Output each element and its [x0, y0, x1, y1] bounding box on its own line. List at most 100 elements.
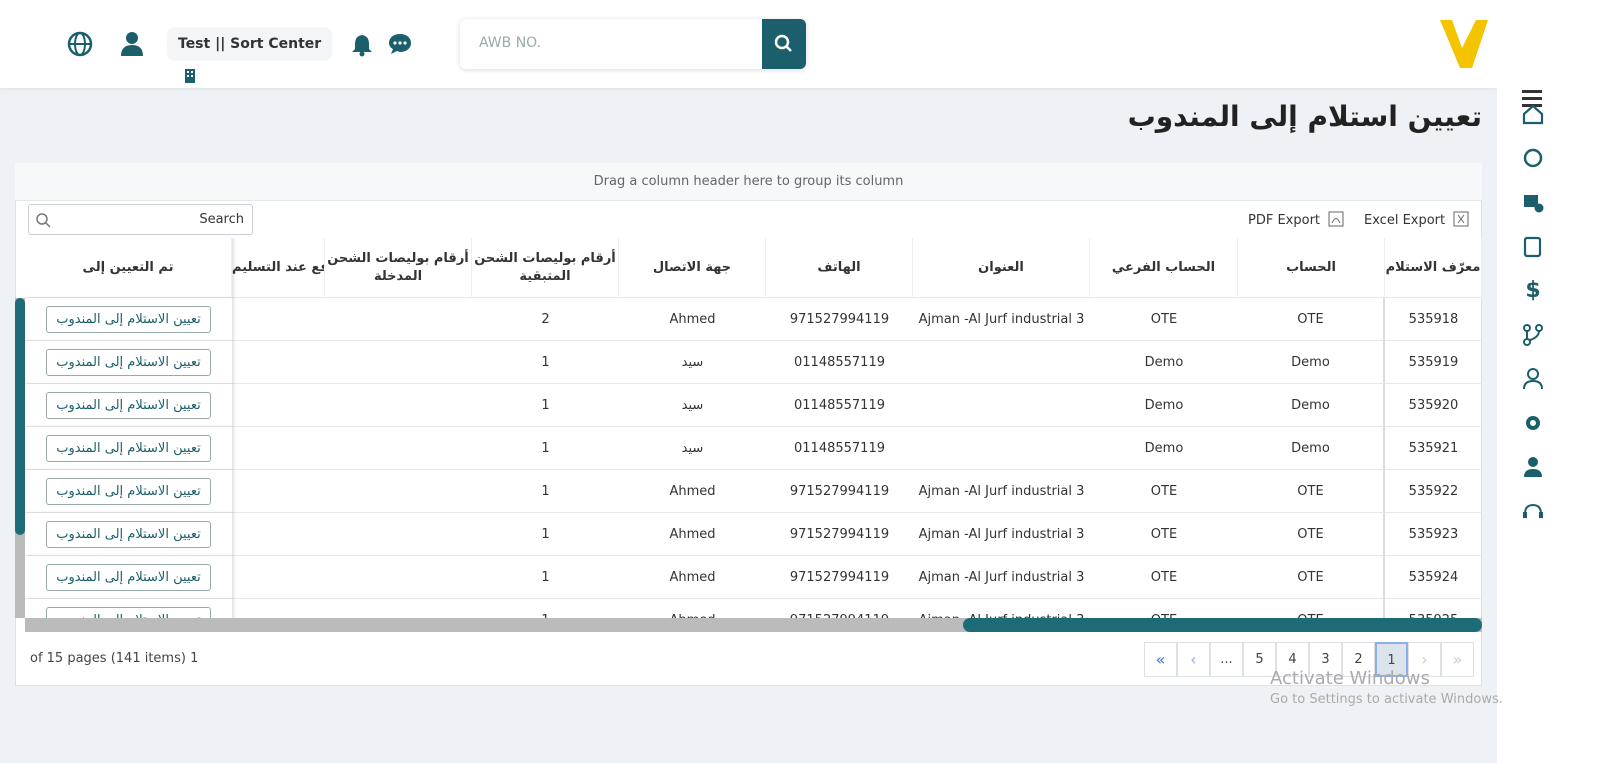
top-bar: Test || Sort Center AWB NO. — [0, 0, 1497, 88]
table-cell — [232, 427, 325, 470]
pdf-export[interactable]: PDF Export — [1248, 211, 1344, 228]
user-pill[interactable]: Test || Sort Center — [167, 27, 332, 83]
table-cell: 535919 — [1385, 341, 1482, 384]
action-cell: تعيين الاستلام إلى المندوب — [25, 513, 232, 556]
group-panel: Drag a column header here to group its c… — [15, 163, 1482, 201]
table-cell: 535921 — [1385, 427, 1482, 470]
table-cell: 1 — [472, 513, 619, 556]
column-header[interactable]: تم التعيين إلى — [25, 238, 232, 298]
table-cell: Ajman -Al Jurf industrial 3 — [913, 470, 1090, 513]
table-cell: 01148557119 — [766, 384, 913, 427]
awb-placeholder: AWB NO. — [479, 35, 542, 51]
table-cell: Ajman -Al Jurf industrial 3 — [913, 298, 1090, 341]
table-cell — [913, 427, 1090, 470]
action-cell: تعيين الاستلام إلى المندوب — [25, 427, 232, 470]
table-cell: 535925 — [1385, 599, 1482, 619]
table-cell: 535922 — [1385, 470, 1482, 513]
table-cell: 1 — [472, 556, 619, 599]
assign-button[interactable]: تعيين الاستلام إلى المندوب — [46, 606, 211, 618]
table-cell — [913, 341, 1090, 384]
assign-button[interactable]: تعيين الاستلام إلى المندوب — [46, 348, 211, 376]
page-number[interactable]: 3 — [1309, 642, 1342, 677]
next-page[interactable]: › — [1408, 642, 1441, 677]
building-icon — [185, 69, 195, 83]
table-cell: OTE — [1238, 470, 1385, 513]
column-header[interactable]: الحساب — [1238, 238, 1385, 298]
notification-icon[interactable] — [351, 33, 373, 57]
column-header[interactable]: العنوان — [913, 238, 1090, 298]
table-cell: OTE — [1238, 298, 1385, 341]
first-page[interactable]: « — [1144, 642, 1177, 677]
page-number[interactable]: 5 — [1243, 642, 1276, 677]
column-header[interactable]: معرّف الاستلام — [1385, 238, 1482, 298]
chat-icon[interactable] — [388, 33, 412, 55]
excel-icon — [1453, 211, 1469, 227]
table-cell: Ajman -Al Jurf industrial 3 — [913, 513, 1090, 556]
table-cell: 2 — [472, 298, 619, 341]
table-cell: Ajman -Al Jurf industrial 3 — [913, 599, 1090, 619]
language-icon[interactable] — [66, 30, 94, 58]
assign-button[interactable]: تعيين الاستلام إلى المندوب — [46, 305, 211, 333]
search-button[interactable] — [762, 19, 806, 69]
table-cell — [232, 298, 325, 341]
table-cell: Ajman -Al Jurf industrial 3 — [913, 556, 1090, 599]
table-cell: 1 — [472, 427, 619, 470]
page-number[interactable]: 4 — [1276, 642, 1309, 677]
table-cell: OTE — [1238, 599, 1385, 618]
table-cell: Ahmed — [619, 298, 766, 341]
pager-summary: of 15 pages (141 items) 1 — [30, 651, 199, 666]
table-cell — [232, 341, 325, 384]
table-cell: Ahmed — [619, 513, 766, 556]
table-cell: OTE — [1090, 556, 1238, 599]
column-header[interactable]: الحساب الفرعي — [1090, 238, 1238, 298]
assign-button[interactable]: تعيين الاستلام إلى المندوب — [46, 563, 211, 591]
action-cell: تعيين الاستلام إلى المندوب — [25, 384, 232, 427]
table-cell: OTE — [1238, 556, 1385, 599]
last-page[interactable]: » — [1441, 642, 1474, 677]
column-header[interactable]: جهة الاتصال — [619, 238, 766, 298]
table-cell: 971527994119 — [766, 599, 913, 619]
column-header[interactable]: الهاتف — [766, 238, 913, 298]
assign-button[interactable]: تعيين الاستلام إلى المندوب — [46, 520, 211, 548]
table-cell: سيد — [619, 384, 766, 427]
column-header[interactable]: أرقام بوليصات الشحن المتبقية — [472, 238, 619, 298]
column-header[interactable]: أرقام بوليصات الشحن المدخلة — [325, 238, 472, 298]
table-cell — [325, 427, 472, 470]
assign-button[interactable]: تعيين الاستلام إلى المندوب — [46, 391, 211, 419]
excel-export[interactable]: Excel Export — [1364, 211, 1469, 228]
table-cell: Ahmed — [619, 599, 766, 619]
v-scroll-thumb[interactable] — [15, 298, 25, 535]
page-number[interactable]: 2 — [1342, 642, 1375, 677]
nav-icons[interactable]: $ — [1521, 102, 1545, 532]
assign-button[interactable]: تعيين الاستلام إلى المندوب — [46, 477, 211, 505]
table-cell: 971527994119 — [766, 298, 913, 341]
action-cell: تعيين الاستلام إلى المندوب — [25, 599, 232, 618]
watermark-subtitle: Go to Settings to activate Windows. — [1270, 692, 1503, 707]
assign-button[interactable]: تعيين الاستلام إلى المندوب — [46, 434, 211, 462]
table-cell — [232, 513, 325, 556]
grid-search-icon — [36, 213, 51, 228]
table-cell: Demo — [1090, 384, 1238, 427]
table-cell: Ahmed — [619, 556, 766, 599]
grid-search[interactable]: Search — [28, 204, 253, 235]
h-scroll-thumb[interactable] — [963, 618, 1482, 632]
table-cell: Ahmed — [619, 470, 766, 513]
table-cell — [913, 384, 1090, 427]
watermark-title: Activate Windows — [1270, 668, 1430, 689]
table-cell: 01148557119 — [766, 427, 913, 470]
action-cell: تعيين الاستلام إلى المندوب — [25, 341, 232, 384]
table-cell — [325, 513, 472, 556]
table-cell — [232, 556, 325, 599]
table-cell: 971527994119 — [766, 513, 913, 556]
page-number[interactable]: 1 — [1375, 642, 1408, 677]
table-cell: 1 — [472, 599, 619, 619]
column-header[interactable]: الدفع عند التسليم — [232, 238, 325, 298]
prev-page[interactable]: ‹ — [1177, 642, 1210, 677]
table-cell: OTE — [1090, 599, 1238, 619]
awb-search[interactable]: AWB NO. — [460, 19, 806, 69]
profile-icon[interactable] — [119, 30, 145, 58]
logo[interactable] — [1438, 18, 1490, 70]
action-cell: تعيين الاستلام إلى المندوب — [25, 298, 232, 341]
table-cell — [325, 556, 472, 599]
